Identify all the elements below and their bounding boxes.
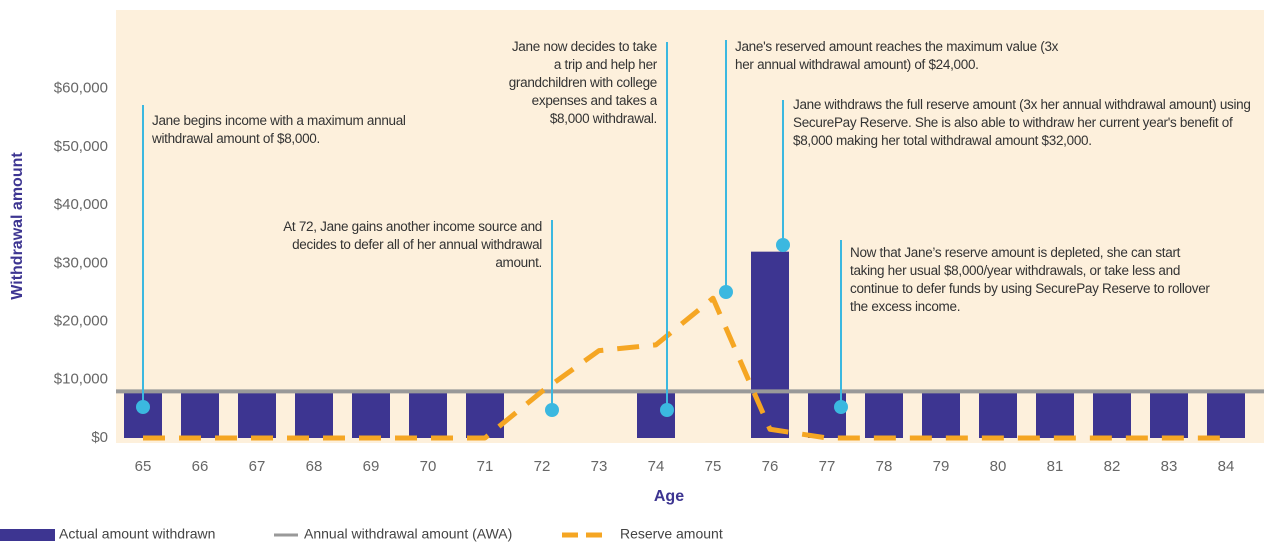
bar	[466, 391, 504, 438]
x-tick-label: 76	[762, 458, 779, 475]
plot-background	[116, 10, 1264, 443]
annotation: Now that Jane’s reserve amount is deplet…	[850, 245, 1210, 314]
annotation-text: Now that Jane’s reserve amount is deplet…	[850, 245, 1210, 314]
annotation-dot	[719, 285, 733, 299]
x-tick-label: 79	[933, 458, 950, 475]
bar	[181, 391, 219, 438]
bar	[865, 391, 903, 438]
x-tick-label: 69	[363, 458, 380, 475]
x-tick-label: 71	[477, 458, 494, 475]
y-axis-title: Withdrawal amount	[9, 152, 26, 300]
annotation-dot	[545, 403, 559, 417]
annotation: At 72, Jane gains another income source …	[283, 219, 542, 270]
x-tick-label: 74	[648, 458, 665, 475]
bar	[1207, 391, 1245, 438]
x-tick-label: 83	[1161, 458, 1178, 475]
x-tick-label: 68	[306, 458, 323, 475]
bar	[979, 391, 1017, 438]
x-tick-label: 80	[990, 458, 1007, 475]
legend-label: Annual withdrawal amount (AWA)	[304, 526, 512, 542]
reserve-line	[143, 295, 1226, 441]
x-tick-label: 82	[1104, 458, 1121, 475]
bar	[808, 391, 846, 438]
y-tick-label: $50,000	[54, 138, 108, 155]
bar	[409, 391, 447, 438]
bar	[352, 391, 390, 438]
legend-label: Actual amount withdrawn	[59, 526, 215, 542]
annotation-dot	[136, 400, 150, 414]
annotation: Jane withdraws the full reserve amount (…	[793, 97, 1251, 148]
x-tick-label: 73	[591, 458, 608, 475]
legend-label: Reserve amount	[620, 526, 723, 542]
annotation-text: Jane withdraws the full reserve amount (…	[793, 97, 1251, 148]
bar	[1150, 391, 1188, 438]
y-tick-label: $30,000	[54, 254, 108, 271]
y-tick-label: $40,000	[54, 196, 108, 213]
bar	[1093, 391, 1131, 438]
legend-swatch	[0, 529, 55, 541]
annotation-text: At 72, Jane gains another income source …	[283, 219, 542, 270]
annotation-dot	[834, 400, 848, 414]
x-tick-label: 65	[135, 458, 152, 475]
annotation: Jane's reserved amount reaches the maxim…	[735, 39, 1059, 72]
x-tick-label: 77	[819, 458, 836, 475]
x-axis-title: Age	[654, 488, 684, 505]
x-tick-label: 75	[705, 458, 722, 475]
x-tick-label: 67	[249, 458, 266, 475]
annotation: Jane now decides to take a trip and help…	[508, 39, 657, 126]
x-tick-label: 66	[192, 458, 209, 475]
y-tick-label: $10,000	[54, 371, 108, 388]
x-tick-label: 78	[876, 458, 893, 475]
x-tick-label: 84	[1218, 458, 1235, 475]
bar	[922, 391, 960, 438]
x-tick-label: 72	[534, 458, 551, 475]
x-tick-label: 70	[420, 458, 437, 475]
annotation: Jane begins income with a maximum annual…	[152, 113, 406, 146]
bar	[295, 391, 333, 438]
x-tick-label: 81	[1047, 458, 1064, 475]
annotation-text: Jane now decides to take a trip and help…	[508, 39, 657, 126]
annotation-dot	[660, 403, 674, 417]
annotation-dot	[776, 238, 790, 252]
annotation-text: Jane begins income with a maximum annual…	[152, 113, 406, 146]
bar	[751, 251, 789, 438]
y-tick-label: $0	[91, 429, 108, 446]
y-tick-label: $20,000	[54, 313, 108, 330]
annotation-text: Jane's reserved amount reaches the maxim…	[735, 39, 1059, 72]
y-tick-label: $60,000	[54, 80, 108, 97]
bar	[1036, 391, 1074, 438]
bar	[238, 391, 276, 438]
